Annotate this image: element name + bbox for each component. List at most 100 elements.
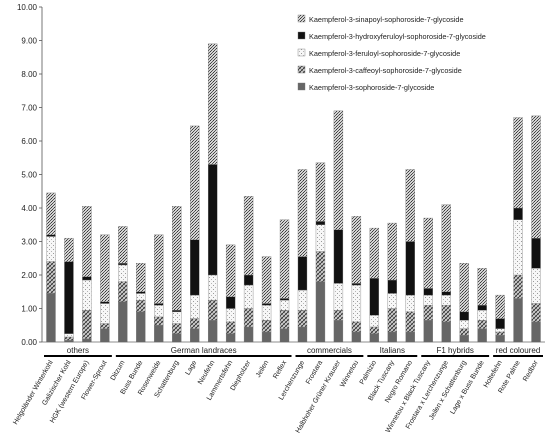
bar-segment-feruloyl: [477, 310, 487, 321]
legend-swatch-sophoroside: [297, 82, 306, 91]
bar-segment-sophoroside: [369, 333, 380, 343]
bar-segment-sinapoyl: [351, 216, 362, 284]
bar-segment-sophoroside: [172, 333, 182, 343]
bar-segment-sinapoyl: [513, 117, 523, 209]
bar-segment-sophoroside: [513, 298, 523, 343]
bar-segment-feruloyl: [243, 284, 254, 309]
bar-segment-hydroxyferuloyl: [297, 256, 308, 291]
y-tick-label: 2.00: [21, 271, 37, 280]
bar-segment-sinapoyl: [100, 234, 110, 302]
bar-segment-sophoroside: [190, 328, 200, 343]
x-tick-label: Redbor: [522, 359, 540, 383]
bar-segment-hydroxyferuloyl: [82, 276, 92, 281]
legend-swatch-caffeoyl: [297, 65, 306, 74]
bar-segment-caffeoyl: [441, 304, 451, 323]
bar-segment-hydroxyferuloyl: [64, 261, 74, 334]
bar-segment-caffeoyl: [190, 318, 200, 329]
bar-segment-hydroxyferuloyl: [513, 207, 523, 220]
y-tick-label: 0.00: [21, 338, 37, 347]
bar-segment-hydroxyferuloyl: [477, 304, 487, 311]
bar-segment-caffeoyl: [136, 299, 146, 313]
bar-segment-sinapoyl: [405, 169, 415, 242]
group-label: German landraces: [171, 346, 237, 355]
bar-segment-caffeoyl: [495, 331, 505, 336]
y-axis: 0.00 1.00 2.00 3.00 4.00 5.00 6.00 7.00 8.00 9.00…: [17, 3, 43, 347]
y-tick-label: 7.00: [21, 104, 37, 113]
bar-segment-caffeoyl: [423, 304, 433, 321]
bar-segment-caffeoyl: [82, 310, 92, 339]
legend-swatch-sinapoyl: [297, 14, 306, 23]
bar-segment-sinapoyl: [243, 196, 254, 276]
bar-segment-caffeoyl: [225, 321, 236, 334]
bar-segment-caffeoyl: [243, 308, 254, 328]
bar-segment-feruloyl: [513, 219, 523, 276]
bar-segment-sophoroside: [82, 338, 92, 343]
bar-segment-sophoroside: [315, 281, 326, 343]
bar-segment-sophoroside: [459, 335, 469, 343]
bar-segment-hydroxyferuloyl: [172, 310, 182, 313]
bar-segment-caffeoyl: [477, 320, 487, 329]
bar-segment-sinapoyl: [441, 204, 451, 292]
x-tick-label: Lage x Buss Bunde: [449, 359, 485, 415]
bar-segment-feruloyl: [441, 294, 451, 306]
bar-segment-hydroxyferuloyl: [225, 296, 236, 309]
bar-segment-sophoroside: [279, 328, 290, 343]
bar-segment-feruloyl: [459, 320, 469, 329]
bar-segment-feruloyl: [82, 279, 92, 311]
x-axis: others German landraces commercials Italian…: [12, 341, 545, 434]
legend-swatch-feruloyl: [297, 48, 306, 57]
bar-segment-caffeoyl: [351, 321, 362, 333]
bar-segment-sinapoyl: [477, 268, 487, 306]
bar-segment-hydroxyferuloyl: [369, 278, 380, 316]
bar-segment-hydroxyferuloyl: [100, 301, 110, 304]
bar-segment-feruloyl: [136, 293, 146, 301]
bar-segment-sophoroside: [477, 328, 487, 343]
legend-label-feruloyl: Kaempferol-3-feruloyl-sophoroside-7-glyc…: [309, 49, 460, 58]
bar-segment-hydroxyferuloyl: [495, 318, 505, 329]
bar-segment-sophoroside: [243, 326, 254, 343]
bar-segment-feruloyl: [333, 283, 344, 311]
legend-label-sinapoyl: Kaempferol-3-sinapoyl-sophoroside-7-glyc…: [309, 15, 464, 24]
bar-segment-feruloyl: [297, 289, 308, 311]
bar-segment-sinapoyl: [154, 234, 164, 304]
bar-segment-sinapoyl: [495, 294, 505, 319]
bar-segment-sophoroside: [441, 321, 451, 343]
bar-segment-caffeoyl: [315, 251, 326, 282]
bar-segment-hydroxyferuloyl: [441, 291, 451, 296]
bar-segment-sophoroside: [118, 301, 128, 343]
bar-segment-feruloyl: [531, 268, 541, 304]
bar-segment-sophoroside: [207, 320, 218, 343]
bar-segment-hydroxyferuloyl: [136, 291, 146, 294]
bar-segment-hydroxyferuloyl: [531, 237, 541, 269]
bar-segment-caffeoyl: [513, 274, 523, 299]
y-tick-label: 6.00: [21, 137, 37, 146]
bar-segment-sophoroside: [154, 325, 164, 343]
bar-segment-feruloyl: [190, 294, 200, 319]
bar-segment-caffeoyl: [207, 299, 218, 321]
bar-segment-caffeoyl: [46, 261, 56, 294]
bar-segment-sinapoyl: [190, 125, 200, 241]
bar-segment-sophoroside: [46, 293, 56, 343]
bar-segment-hydroxyferuloyl: [190, 239, 200, 296]
x-tick-label: Ditzum: [110, 359, 127, 382]
bar-segment-feruloyl: [495, 328, 505, 333]
bar-segment-caffeoyl: [279, 310, 290, 329]
bar-segment-caffeoyl: [531, 303, 541, 323]
bar-segment-feruloyl: [46, 236, 56, 262]
bar-segment-hydroxyferuloyl: [333, 229, 344, 284]
y-tick-label: 9.00: [21, 37, 37, 46]
bar-segment-sinapoyl: [225, 244, 236, 297]
bar-segment-caffeoyl: [369, 326, 380, 334]
bar-segment-feruloyl: [261, 304, 272, 321]
bar-segment-sinapoyl: [136, 263, 146, 292]
bar-segment-feruloyl: [351, 284, 362, 323]
x-tick-label: Lage: [185, 359, 199, 376]
bar-segment-hydroxyferuloyl: [279, 298, 290, 301]
bar-segment-feruloyl: [279, 299, 290, 311]
bar-segment-caffeoyl: [64, 336, 74, 341]
bar-segment-feruloyl: [100, 303, 110, 324]
bar-segment-feruloyl: [64, 333, 74, 338]
bar-segment-sophoroside: [100, 328, 110, 343]
bar-segment-hydroxyferuloyl: [118, 263, 128, 266]
